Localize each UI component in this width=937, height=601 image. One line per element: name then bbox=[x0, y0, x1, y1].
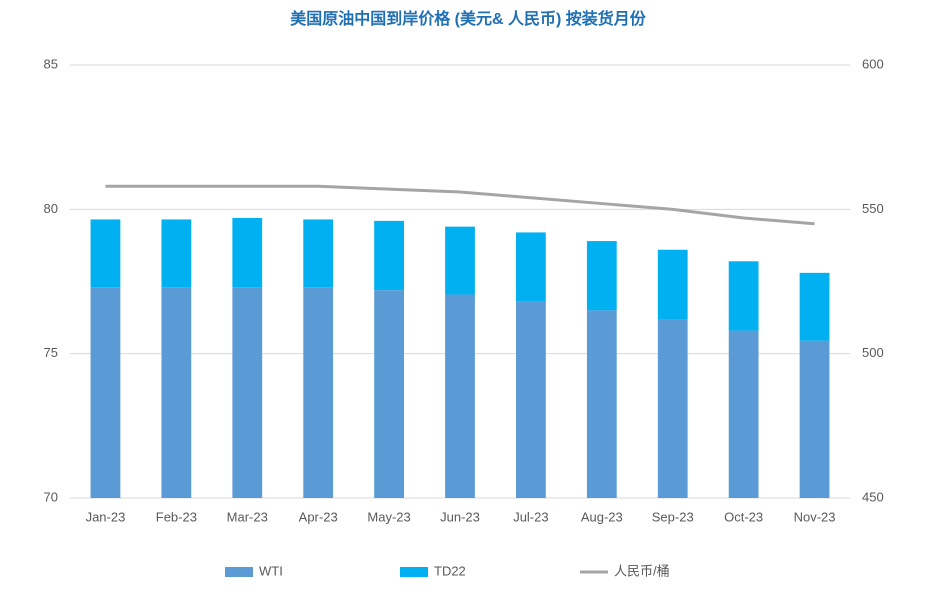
x-tick-label: Aug-23 bbox=[581, 509, 623, 524]
legend-swatch bbox=[225, 567, 253, 577]
y-tick-label: 80 bbox=[44, 201, 58, 216]
bar bbox=[586, 241, 617, 311]
x-tick-label: Jan-23 bbox=[86, 509, 126, 524]
chart-title: 美国原油中国到岸价格 (美元& 人民币) 按装货月份 bbox=[290, 9, 647, 28]
bar bbox=[728, 330, 759, 498]
bar bbox=[90, 287, 121, 498]
bar bbox=[657, 319, 688, 498]
line bbox=[105, 184, 815, 226]
y-tick-label: 75 bbox=[44, 345, 58, 360]
bar bbox=[303, 287, 334, 498]
bar bbox=[232, 217, 263, 288]
bar bbox=[516, 232, 546, 302]
x-tick-label: Feb-23 bbox=[156, 509, 197, 524]
legend-label: WTI bbox=[259, 563, 283, 578]
x-tick-label: Nov-23 bbox=[794, 509, 836, 524]
legend-label: TD22 bbox=[434, 563, 466, 578]
x-tick-label: Oct-23 bbox=[724, 509, 763, 524]
bar bbox=[445, 294, 475, 498]
bar bbox=[90, 219, 121, 288]
x-tick-label: Jul-23 bbox=[513, 509, 548, 524]
x-tick-label: Sep-23 bbox=[652, 509, 694, 524]
x-tick-label: Apr-23 bbox=[299, 509, 338, 524]
bar bbox=[728, 261, 759, 331]
x-tick-label: Mar-23 bbox=[227, 509, 268, 524]
y2-tick-label: 600 bbox=[862, 56, 884, 71]
x-tick-label: Jun-23 bbox=[440, 509, 480, 524]
legend-swatch bbox=[400, 567, 428, 577]
bar bbox=[586, 310, 617, 498]
bar bbox=[374, 220, 404, 291]
bar bbox=[374, 290, 404, 498]
bar bbox=[232, 287, 263, 498]
bar bbox=[799, 340, 830, 498]
bar bbox=[445, 226, 475, 295]
y2-tick-label: 500 bbox=[862, 345, 884, 360]
x-tick-label: May-23 bbox=[367, 509, 410, 524]
legend-label: 人民币/桶 bbox=[614, 563, 670, 578]
bar bbox=[799, 272, 830, 341]
y-tick-label: 70 bbox=[44, 489, 58, 504]
y2-tick-label: 550 bbox=[862, 201, 884, 216]
bar bbox=[657, 249, 688, 320]
y2-tick-label: 450 bbox=[862, 489, 884, 504]
bar bbox=[161, 219, 192, 288]
bar bbox=[303, 219, 334, 288]
bar bbox=[516, 301, 546, 498]
bar bbox=[161, 287, 192, 498]
y-tick-label: 85 bbox=[44, 56, 58, 71]
